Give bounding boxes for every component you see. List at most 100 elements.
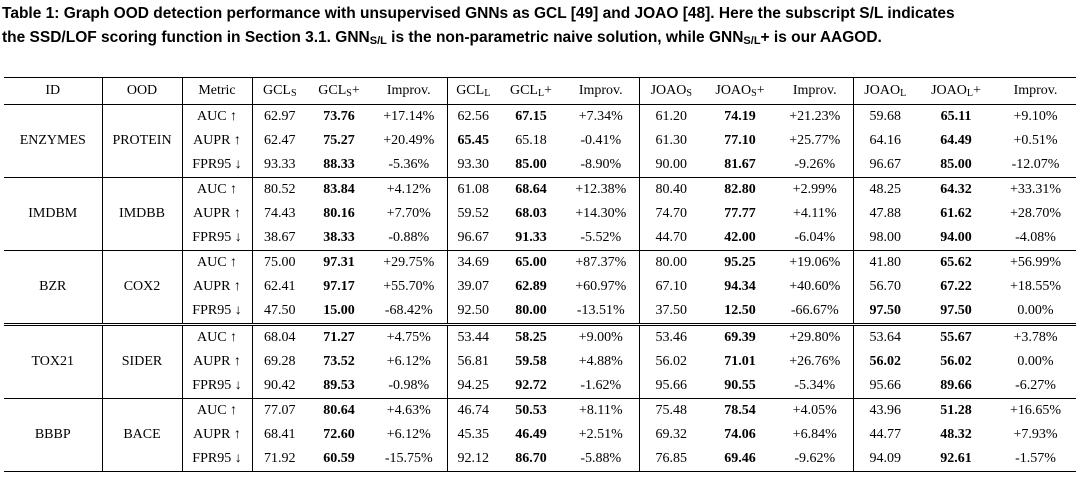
value-cell: +60.97%	[563, 275, 640, 299]
value-cell: 41.80	[853, 250, 917, 275]
value-cell: 45.35	[457, 427, 490, 442]
table-row: IMDBM IMDBB AUC ↑ 80.52 83.84 +4.12% 61.08 68.6…	[4, 177, 1076, 251]
value-cell: +28.70%	[1009, 206, 1062, 221]
table-row: AUPR ↑ 69.28 73.52 +6.12% 56.81 59.58 +4.88% 56…	[4, 350, 1076, 374]
value-cell: -13.51%	[563, 299, 640, 325]
value-cell: +4.88%	[563, 350, 640, 374]
value-cell: 61.20	[639, 104, 703, 129]
value-cell: 92.61	[917, 447, 995, 472]
value-cell: 80.16	[323, 206, 355, 221]
value-cell: -5.36%	[371, 153, 448, 178]
value-cell: 34.69	[447, 250, 499, 275]
table-row: FPR95 ↓ 47.50 15.00 -68.42% 92.50 80.00 -13.51…	[4, 299, 1076, 325]
value-cell: 65.62	[917, 250, 995, 275]
value-cell: 44.70	[655, 230, 688, 245]
value-cell: -66.67%	[777, 299, 854, 325]
value-cell: +17.14%	[371, 104, 448, 129]
value-cell: 65.18	[515, 133, 547, 148]
value-cell: 94.00	[940, 230, 972, 245]
value-cell: 47.50	[264, 303, 296, 318]
value-cell: 93.30	[457, 157, 490, 172]
metric-cell: AUPR ↑	[182, 423, 253, 447]
value-cell: 90.42	[264, 378, 296, 393]
value-cell: 89.66	[940, 378, 972, 393]
id-dataset-cell: BZR	[4, 250, 103, 325]
value-cell: -6.04%	[777, 226, 854, 251]
value-cell: 61.30	[655, 133, 688, 148]
metric-cell: AUC ↑	[182, 323, 253, 350]
value-cell: 59.58	[515, 354, 547, 369]
metric-cell: AUPR ↑	[182, 202, 253, 226]
table-row: BBBP BACE AUC ↑ 77.07 80.64 +4.63% 46.74 50.53 +…	[4, 398, 1076, 472]
value-cell: 69.46	[703, 447, 777, 472]
value-cell: -1.57%	[995, 447, 1076, 472]
value-cell: 77.10	[724, 133, 756, 148]
value-cell: 95.25	[703, 250, 777, 275]
value-cell: 80.64	[307, 398, 371, 423]
value-cell: -68.42%	[371, 299, 448, 325]
value-cell: 68.04	[252, 323, 307, 350]
value-cell: 69.32	[655, 427, 688, 442]
ood-dataset-cell: IMDBB	[102, 177, 183, 251]
metric-cell: FPR95 ↓	[182, 447, 253, 472]
value-cell: 93.33	[264, 157, 296, 172]
value-cell: 71.01	[724, 354, 756, 369]
value-cell: 61.08	[447, 177, 499, 202]
value-cell: +2.99%	[777, 177, 854, 202]
value-cell: +9.00%	[563, 323, 640, 350]
value-cell: -0.88%	[371, 226, 448, 251]
value-cell: 95.66	[655, 378, 688, 393]
value-cell: 78.54	[703, 398, 777, 423]
value-cell: 92.50	[457, 303, 490, 318]
table-row: ENZYMES PROTEIN AUC ↑ 62.97 73.76 +17.14% 62.5…	[4, 104, 1076, 178]
table-row: AUPR ↑ 68.41 72.60 +6.12% 45.35 46.49 +2.51% 69…	[4, 423, 1076, 447]
table-row: AUPR ↑ 62.41 97.17 +55.70% 39.07 62.89 +60.97%…	[4, 275, 1076, 299]
value-cell: 69.39	[703, 323, 777, 350]
value-cell: 53.44	[447, 323, 499, 350]
metric-cell: AUC ↑	[182, 398, 253, 423]
value-cell: +19.06%	[777, 250, 854, 275]
value-cell: +7.93%	[1013, 427, 1058, 442]
value-cell: 64.16	[869, 133, 902, 148]
ood-dataset-cell: PROTEIN	[102, 104, 183, 178]
value-cell: -1.62%	[563, 374, 640, 399]
value-cell: 39.07	[457, 279, 490, 294]
value-cell: 0.00%	[1017, 303, 1054, 318]
value-cell: 67.15	[499, 104, 563, 129]
value-cell: +4.63%	[371, 398, 448, 423]
value-cell: -4.08%	[1015, 230, 1056, 245]
header-improv-4: Improv.	[995, 77, 1076, 105]
value-cell: +20.49%	[371, 129, 448, 153]
value-cell: 53.64	[853, 323, 917, 350]
value-cell: +7.34%	[563, 104, 640, 129]
value-cell: 0.00%	[1017, 354, 1054, 369]
value-cell: 67.10	[655, 279, 688, 294]
metric-cell: FPR95 ↓	[182, 299, 253, 325]
results-table: ID OOD Metric GCLS GCLS+ Improv. GCLL GC…	[4, 77, 1076, 472]
value-cell: 59.68	[853, 104, 917, 129]
value-cell: 60.59	[307, 447, 371, 472]
value-cell: 67.22	[940, 279, 972, 294]
header-joaol-plus: JOAOL+	[917, 77, 995, 105]
metric-cell: AUPR ↑	[182, 129, 253, 153]
value-cell: 73.52	[323, 354, 355, 369]
metric-cell: AUC ↑	[182, 177, 253, 202]
value-cell: +16.65%	[995, 398, 1076, 423]
value-cell: 85.00	[940, 157, 972, 172]
value-cell: 94.25	[457, 378, 490, 393]
value-cell: +40.60%	[777, 275, 854, 299]
id-dataset-cell: ENZYMES	[4, 104, 103, 178]
value-cell: 56.70	[869, 279, 902, 294]
header-joaol: JOAOL	[853, 77, 917, 105]
value-cell: 62.47	[264, 133, 296, 148]
value-cell: +4.75%	[371, 323, 448, 350]
value-cell: -9.62%	[777, 447, 854, 472]
value-cell: 80.40	[639, 177, 703, 202]
value-cell: 48.25	[853, 177, 917, 202]
value-cell: +8.11%	[563, 398, 640, 423]
value-cell: 69.28	[264, 354, 296, 369]
value-cell: 46.74	[447, 398, 499, 423]
value-cell: 92.72	[515, 378, 547, 393]
metric-cell: FPR95 ↓	[182, 374, 253, 399]
value-cell: 65.45	[457, 133, 490, 148]
